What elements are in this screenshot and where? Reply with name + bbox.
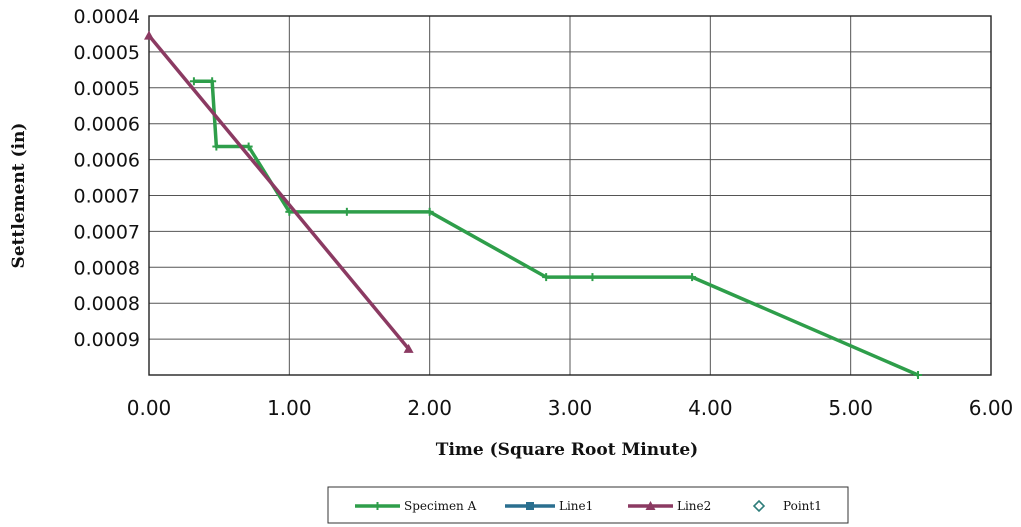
x-tick-labels: 0.00 1.00 2.00 3.00 4.00 5.00 6.00 bbox=[127, 396, 1014, 420]
data-point bbox=[208, 77, 216, 85]
y-tick-label: 0.0009 bbox=[74, 329, 140, 351]
y-tick-labels: 0.0004 0.0005 0.0005 0.0006 0.0006 0.0007 0.00… bbox=[74, 6, 140, 351]
x-tick-label: 4.00 bbox=[688, 396, 733, 420]
data-point bbox=[588, 273, 596, 281]
series-line bbox=[149, 36, 409, 349]
y-tick-label: 0.0008 bbox=[74, 257, 140, 279]
y-axis-title: Settlement (in) bbox=[9, 123, 29, 269]
y-tick-label: 0.0008 bbox=[74, 293, 140, 315]
y-tick-label: 0.0005 bbox=[74, 78, 140, 100]
grid-lines bbox=[149, 16, 991, 375]
y-tick-label: 0.0007 bbox=[74, 221, 140, 243]
legend-label: Line2 bbox=[677, 499, 711, 513]
x-tick-label: 6.00 bbox=[969, 396, 1014, 420]
y-tick-label: 0.0005 bbox=[74, 42, 140, 64]
series-specimen-a bbox=[190, 77, 922, 379]
x-tick-label: 5.00 bbox=[828, 396, 873, 420]
y-tick-label: 0.0006 bbox=[74, 114, 140, 136]
series-layer bbox=[144, 31, 922, 379]
data-point bbox=[343, 208, 351, 216]
x-tick-label: 3.00 bbox=[548, 396, 593, 420]
legend-label: Line1 bbox=[559, 499, 593, 513]
data-point bbox=[212, 143, 220, 151]
series-line2 bbox=[144, 31, 414, 353]
data-point bbox=[144, 31, 154, 40]
series-line bbox=[194, 81, 918, 375]
legend-label: Specimen A bbox=[404, 499, 477, 513]
y-tick-label: 0.0004 bbox=[74, 6, 140, 28]
y-tick-label: 0.0007 bbox=[74, 186, 140, 208]
legend-label: Point1 bbox=[783, 499, 822, 513]
x-tick-label: 1.00 bbox=[267, 396, 312, 420]
x-tick-label: 2.00 bbox=[407, 396, 452, 420]
x-tick-label: 0.00 bbox=[127, 396, 172, 420]
x-axis-title: Time (Square Root Minute) bbox=[436, 440, 698, 460]
y-tick-label: 0.0006 bbox=[74, 150, 140, 172]
legend-swatch-marker bbox=[526, 502, 534, 510]
legend: Specimen A Line1 Line2 Point1 bbox=[328, 487, 848, 523]
